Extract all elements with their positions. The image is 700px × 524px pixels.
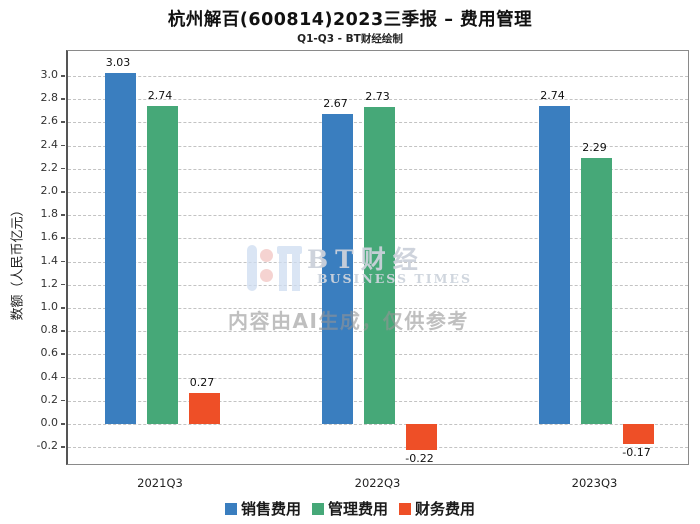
y-tick-label: 0.6 bbox=[40, 346, 59, 360]
bar-value-label: 2.74 bbox=[540, 89, 565, 103]
gridline bbox=[68, 76, 688, 77]
y-tick-mark bbox=[61, 260, 65, 263]
y-tick-label: 2.6 bbox=[40, 114, 59, 128]
bar bbox=[581, 158, 612, 424]
bar bbox=[623, 424, 654, 444]
y-tick-mark bbox=[61, 307, 65, 309]
legend-item: 财务费用 bbox=[399, 498, 475, 519]
x-tick-label: 2022Q3 bbox=[354, 476, 401, 490]
y-tick-label: 2.8 bbox=[40, 91, 59, 105]
plot-area bbox=[66, 50, 689, 465]
y-tick-label: 2.4 bbox=[40, 137, 59, 151]
y-tick-mark bbox=[61, 237, 65, 239]
y-tick-mark bbox=[61, 191, 65, 193]
bar-value-label: 3.03 bbox=[105, 55, 131, 69]
bar-value-label: -0.17 bbox=[622, 445, 651, 459]
legend-label: 财务费用 bbox=[415, 500, 476, 518]
y-tick-label: 1.2 bbox=[40, 276, 59, 290]
gridline bbox=[68, 424, 688, 425]
y-tick-mark bbox=[61, 214, 65, 216]
y-tick-label: -0.2 bbox=[36, 439, 58, 453]
y-tick-mark bbox=[61, 446, 65, 448]
y-tick-label: 3.0 bbox=[40, 68, 59, 81]
y-tick-mark bbox=[61, 283, 65, 286]
legend-swatch bbox=[224, 502, 237, 515]
bar-value-label: 2.67 bbox=[323, 97, 348, 111]
y-tick-mark bbox=[61, 330, 65, 332]
y-tick-label: 0.2 bbox=[40, 392, 59, 406]
y-tick-label: 1.6 bbox=[40, 230, 59, 244]
legend-swatch bbox=[311, 502, 324, 515]
x-tick-label: 2021Q3 bbox=[137, 476, 183, 490]
chart-subtitle: Q1-Q3 - BT财经绘制 bbox=[297, 33, 403, 45]
y-tick-mark bbox=[61, 423, 65, 425]
legend-item: 销售费用 bbox=[224, 498, 301, 519]
bar-value-label: -0.22 bbox=[405, 451, 434, 465]
y-tick-mark bbox=[61, 353, 65, 355]
legend-item: 管理费用 bbox=[311, 498, 388, 519]
bar bbox=[188, 392, 220, 424]
legend-swatch bbox=[399, 502, 411, 515]
x-tick-label: 2023Q3 bbox=[571, 476, 618, 490]
bar-value-label: 2.74 bbox=[147, 89, 173, 103]
y-tick-mark bbox=[61, 98, 65, 100]
y-tick-label: 1.0 bbox=[40, 300, 59, 313]
bar-value-label: 0.27 bbox=[189, 375, 215, 389]
y-tick-mark bbox=[61, 121, 65, 123]
legend-label: 销售费用 bbox=[240, 500, 301, 518]
legend: 销售费用 管理费用 财务费用 bbox=[0, 498, 700, 519]
gridline bbox=[68, 447, 688, 449]
y-tick-label: 1.8 bbox=[40, 207, 59, 221]
bar bbox=[322, 114, 353, 424]
y-tick-mark bbox=[61, 75, 65, 77]
legend-label: 管理费用 bbox=[327, 500, 388, 518]
y-tick-label: 0.0 bbox=[40, 416, 59, 429]
y-tick-mark bbox=[61, 399, 65, 402]
bar bbox=[104, 72, 136, 424]
gridline bbox=[68, 99, 688, 101]
y-tick-label: 2.2 bbox=[40, 160, 59, 174]
y-tick-mark bbox=[61, 144, 65, 147]
bar bbox=[364, 107, 395, 424]
y-tick-label: 1.4 bbox=[40, 253, 59, 267]
y-tick-label: 0.4 bbox=[40, 369, 59, 383]
bar-value-label: 2.73 bbox=[365, 90, 390, 104]
bar bbox=[539, 106, 570, 424]
y-tick-mark bbox=[61, 376, 65, 379]
y-tick-mark bbox=[61, 167, 65, 170]
bar bbox=[146, 106, 178, 424]
chart-title: 杭州解百(600814)2023三季报 – 费用管理 bbox=[167, 10, 533, 30]
bar bbox=[406, 424, 437, 450]
y-tick-label: 2.0 bbox=[40, 184, 59, 197]
y-tick-label: 0.8 bbox=[40, 323, 59, 337]
bar-value-label: 2.29 bbox=[582, 141, 607, 155]
